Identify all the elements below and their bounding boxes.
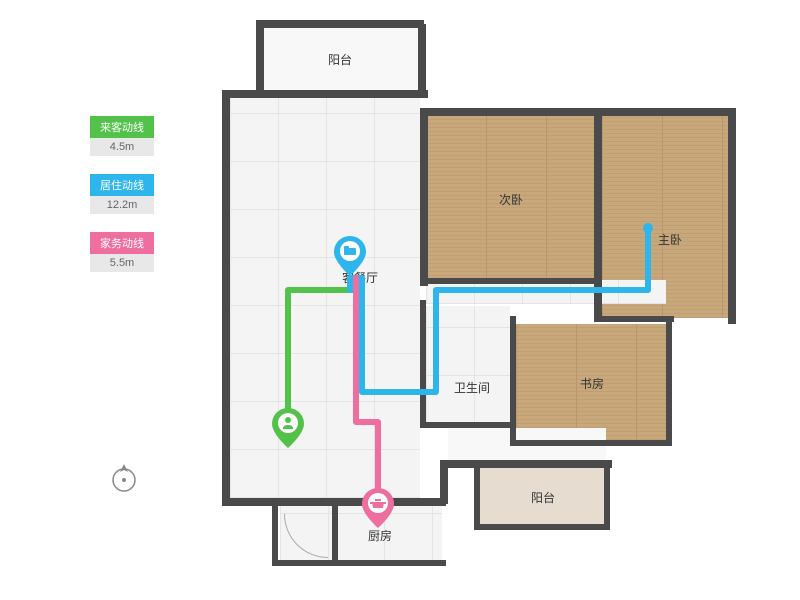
- legend: 来客动线 4.5m 居住动线 12.2m 家务动线 5.5m: [90, 116, 154, 290]
- room-living: [230, 98, 420, 498]
- compass-icon: [108, 462, 140, 494]
- legend-value: 5.5m: [90, 254, 154, 272]
- legend-value: 12.2m: [90, 196, 154, 214]
- path-endpoint-living_end: [643, 223, 653, 233]
- legend-label: 来客动线: [90, 116, 154, 138]
- room-balcony_top: [260, 24, 420, 92]
- room-side_bot: [448, 428, 606, 464]
- legend-item-chore: 家务动线 5.5m: [90, 232, 154, 272]
- legend-label: 家务动线: [90, 232, 154, 254]
- room-bath: [426, 306, 510, 424]
- marker-living: [334, 236, 366, 276]
- marker-guest: [272, 408, 304, 448]
- legend-item-guest: 来客动线 4.5m: [90, 116, 154, 156]
- marker-chore: [362, 488, 394, 528]
- legend-label: 居住动线: [90, 174, 154, 196]
- room-bedroom2: [426, 116, 596, 280]
- room-study: [516, 324, 668, 440]
- legend-item-living: 居住动线 12.2m: [90, 174, 154, 214]
- room-balcony_bot: [480, 468, 606, 524]
- floorplan: 阳台客餐厅次卧主卧卫生间书房厨房阳台: [200, 24, 740, 572]
- legend-value: 4.5m: [90, 138, 154, 156]
